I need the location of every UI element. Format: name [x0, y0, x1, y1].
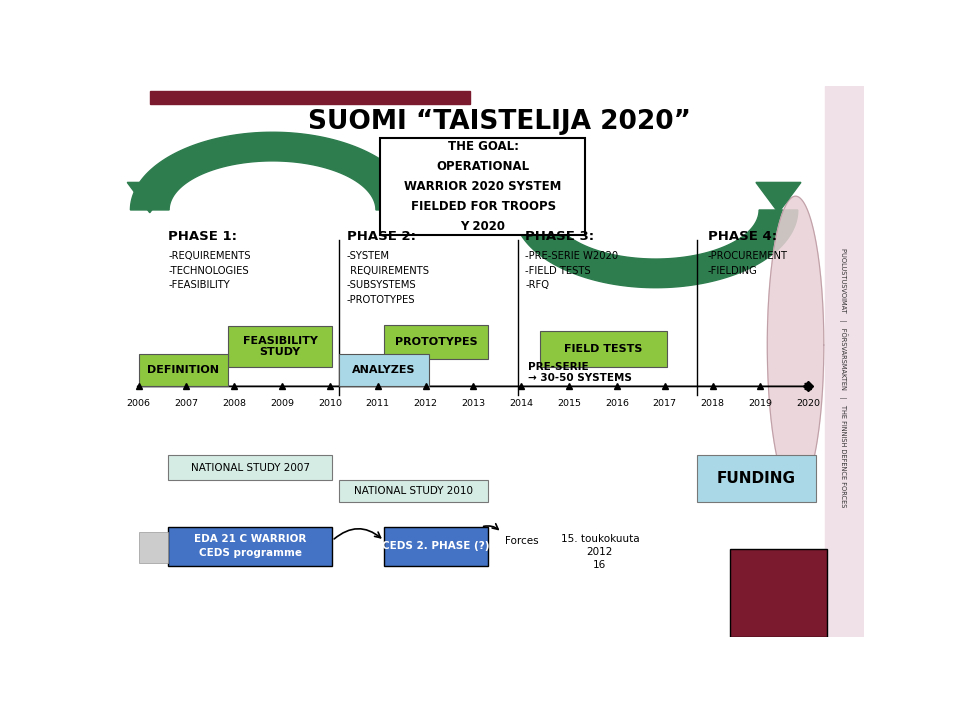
Bar [826, 86, 864, 637]
Polygon shape [128, 183, 172, 213]
Text: 2006: 2006 [127, 399, 151, 407]
Text: 2007: 2007 [175, 399, 199, 407]
Text: PUOLUSTUSVOIMAT   |   FÖRSVARSMAKTEN   |   THE FINNISH DEFENCE FORCES: PUOLUSTUSVOIMAT | FÖRSVARSMAKTEN | THE F… [839, 248, 849, 508]
Text: 2017: 2017 [653, 399, 677, 407]
Bar [138, 533, 168, 563]
Text: 15. toukokuuta
2012
16: 15. toukokuuta 2012 16 [561, 533, 639, 570]
Text: 2009: 2009 [270, 399, 294, 407]
Bar [540, 332, 667, 367]
Bar [138, 354, 228, 387]
Text: Forces: Forces [505, 536, 539, 546]
Text: NATIONAL STUDY 2010: NATIONAL STUDY 2010 [354, 486, 473, 496]
Bar [228, 326, 332, 367]
Text: -REQUIREMENTS
-TECHNOLOGIES
-FEASIBILITY: -REQUIREMENTS -TECHNOLOGIES -FEASIBILITY [168, 251, 251, 290]
Text: ANALYZES: ANALYZES [352, 365, 416, 375]
Text: -PRE-SERIE W2020
-FIELD TESTS
-RFQ: -PRE-SERIE W2020 -FIELD TESTS -RFQ [525, 251, 618, 290]
Text: PHASE 1:: PHASE 1: [168, 230, 237, 243]
Text: PRE-SERIE
→ 30-50 SYSTEMS: PRE-SERIE → 30-50 SYSTEMS [528, 362, 632, 383]
Text: 2008: 2008 [223, 399, 247, 407]
Text: FUNDING: FUNDING [716, 471, 796, 486]
Bar [168, 527, 332, 566]
Text: FEASIBILITY
STUDY: FEASIBILITY STUDY [243, 336, 318, 357]
Text: FIELD TESTS: FIELD TESTS [564, 344, 643, 354]
Text: -PROCUREMENT
-FIELDING: -PROCUREMENT -FIELDING [708, 251, 788, 276]
Text: NATIONAL STUDY 2007: NATIONAL STUDY 2007 [191, 463, 310, 473]
FancyBboxPatch shape [730, 549, 827, 637]
Polygon shape [767, 196, 824, 494]
Text: 2011: 2011 [366, 399, 390, 407]
Text: PHASE 3:: PHASE 3: [525, 230, 594, 243]
Text: PROTOTYPES: PROTOTYPES [395, 337, 477, 347]
Bar [384, 527, 489, 566]
Text: 2015: 2015 [557, 399, 581, 407]
FancyBboxPatch shape [380, 138, 585, 235]
Text: PHASE 4:: PHASE 4: [708, 230, 777, 243]
Polygon shape [131, 132, 415, 210]
Text: SUOMI “TAISTELIJA 2020”: SUOMI “TAISTELIJA 2020” [308, 109, 691, 135]
Bar [340, 480, 489, 502]
Bar [384, 324, 489, 359]
Text: PHASE 2:: PHASE 2: [347, 230, 416, 243]
Text: DEFINITION: DEFINITION [147, 365, 219, 375]
Text: CEDS 2. PHASE (?): CEDS 2. PHASE (?) [382, 541, 490, 551]
Text: 2014: 2014 [509, 399, 533, 407]
Bar [168, 455, 332, 480]
Polygon shape [514, 210, 798, 288]
Text: 2016: 2016 [605, 399, 629, 407]
Text: -SYSTEM
 REQUIREMENTS
-SUBSYSTEMS
-PROTOTYPES: -SYSTEM REQUIREMENTS -SUBSYSTEMS -PROTOT… [347, 251, 429, 304]
Bar [697, 455, 816, 502]
Text: 2020: 2020 [796, 399, 820, 407]
Text: 2018: 2018 [701, 399, 725, 407]
Text: 2013: 2013 [462, 399, 486, 407]
Text: 2012: 2012 [414, 399, 438, 407]
Text: EDA 21 C WARRIOR
CEDS programme: EDA 21 C WARRIOR CEDS programme [194, 534, 306, 558]
Text: THE GOAL:
OPERATIONAL
WARRIOR 2020 SYSTEM
FIELDED FOR TROOPS
Y 2020: THE GOAL: OPERATIONAL WARRIOR 2020 SYSTE… [404, 140, 562, 233]
Bar [150, 92, 469, 104]
Text: 2010: 2010 [318, 399, 342, 407]
Text: 2019: 2019 [749, 399, 773, 407]
Polygon shape [756, 183, 801, 213]
Bar [340, 354, 429, 387]
